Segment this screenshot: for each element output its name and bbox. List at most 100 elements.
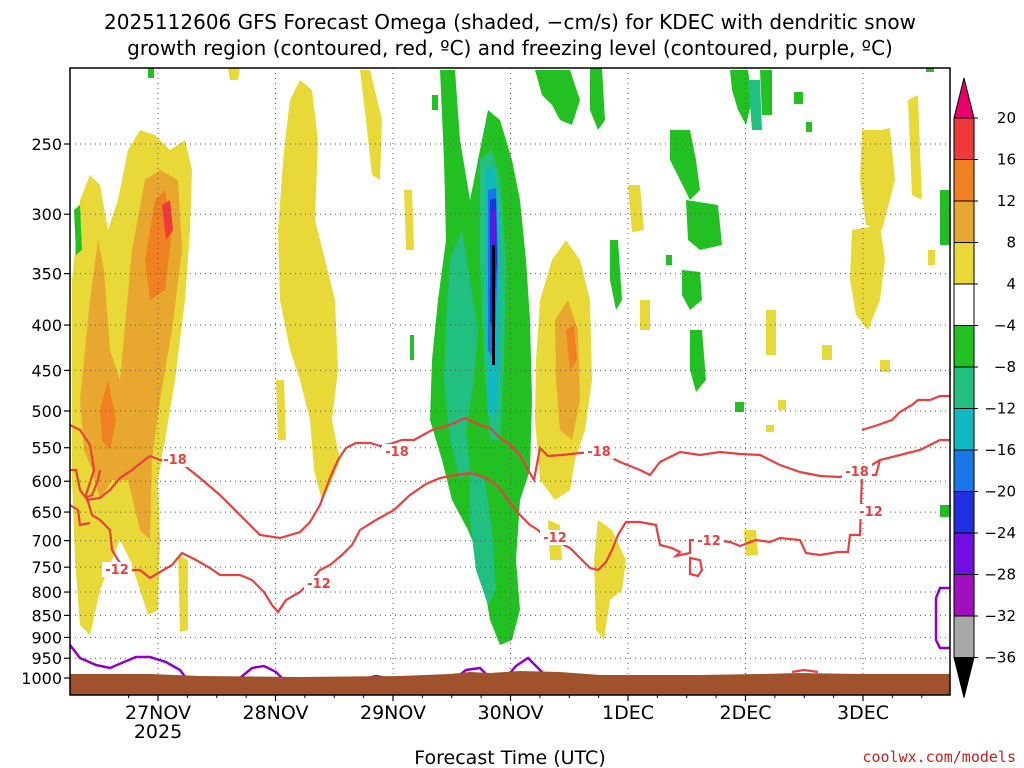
y-tick-label: 600 xyxy=(31,472,62,491)
y-tick-label: 650 xyxy=(31,503,62,522)
colorbar-swatch xyxy=(953,532,975,575)
y-tick-label: 750 xyxy=(31,558,62,577)
contour-label: -12 xyxy=(859,505,883,520)
colorbar-label: −24 xyxy=(984,524,1016,542)
omega-region-teal xyxy=(748,80,762,130)
omega-region-green xyxy=(590,68,605,130)
dgz-contours xyxy=(69,394,950,674)
contour-label: -18 xyxy=(385,445,409,460)
x-tick-label: 1DEC xyxy=(602,702,654,724)
colorbar-label: 16 xyxy=(997,151,1016,169)
x-tick-label: 28NOV xyxy=(242,702,308,724)
freezing-level-contour xyxy=(69,644,187,679)
omega-region-yellow xyxy=(628,185,644,232)
colorbar-label: −28 xyxy=(984,566,1016,584)
colorbar-label: −8 xyxy=(994,358,1016,376)
credit-text: coolwx.com/models xyxy=(862,748,1016,766)
colorbar-swatch xyxy=(953,366,975,409)
freezing-level-contour xyxy=(505,656,547,679)
colorbar-swatch xyxy=(953,449,975,492)
omega-region-dark-orange xyxy=(100,190,172,450)
omega-region-green xyxy=(535,70,580,125)
colorbar-label: 4 xyxy=(1006,275,1016,293)
colorbar-swatch xyxy=(953,615,975,658)
omega-region-yellow xyxy=(850,225,885,330)
dgz-contour xyxy=(791,668,819,674)
colorbar-label: −32 xyxy=(984,607,1016,625)
contour-label: -12 xyxy=(307,577,331,592)
omega-region-yellow xyxy=(594,520,626,640)
omega-region-yellow xyxy=(276,380,286,440)
colorbar-label: −4 xyxy=(994,317,1016,335)
omega-region-yellow xyxy=(640,300,650,330)
contour-labels: -18 -18 -18 -18 -12 -12 -12 -12 -12 xyxy=(102,444,886,592)
omega-region-teal xyxy=(470,470,496,605)
colorbar-label: −16 xyxy=(984,441,1016,459)
x-tick-label: 2DEC xyxy=(720,702,772,724)
colorbar-max-arrow xyxy=(953,77,975,119)
y-tick-label: 550 xyxy=(31,439,62,458)
colorbar-swatch xyxy=(953,491,975,534)
x-tick-label: 27NOV xyxy=(125,702,191,724)
dgz-contour xyxy=(69,424,119,561)
plot-area: -18 -18 -18 -18 -12 -12 -12 -12 -12 xyxy=(69,67,951,696)
colorbar-swatch xyxy=(953,408,975,451)
dgz-contour xyxy=(861,394,950,432)
omega-region-yellow xyxy=(360,70,414,250)
ground-surface xyxy=(70,671,950,695)
colorbar-label: 8 xyxy=(1006,234,1016,252)
omega-region-green xyxy=(682,270,702,310)
x-tick-label: 3DEC xyxy=(837,702,889,724)
y-tick-label: 950 xyxy=(31,649,62,668)
y-tick-label: 450 xyxy=(31,361,62,380)
chart-title-line-1: 2025112606 GFS Forecast Omega (shaded, −… xyxy=(104,10,916,34)
chart-title-line-2: growth region (contoured, red, ºC) and f… xyxy=(127,36,893,60)
colorbar-swatch xyxy=(953,242,975,285)
omega-region-green xyxy=(760,70,812,132)
contour-label: -12 xyxy=(105,563,129,578)
y-tick-label: 700 xyxy=(31,532,62,551)
colorbar-label: −36 xyxy=(984,649,1016,667)
y-tick-label: 900 xyxy=(31,628,62,647)
x-axis-title: Forecast Time (UTC) xyxy=(414,747,605,768)
omega-region-green xyxy=(686,200,722,250)
omega-region-dark-orange xyxy=(566,325,577,370)
colorbar-swatch xyxy=(953,159,975,202)
dgz-contour xyxy=(688,556,704,578)
omega-region-green xyxy=(730,70,752,125)
dgz-contour xyxy=(70,468,102,500)
omega-region-black xyxy=(492,245,495,365)
contour-label: -18 xyxy=(587,445,611,460)
omega-region-yellow xyxy=(278,80,340,500)
colorbar-swatch xyxy=(953,283,975,326)
freezing-level-contour xyxy=(239,664,283,679)
colorbar-label: −12 xyxy=(984,400,1016,418)
omega-region-red xyxy=(162,200,173,240)
colorbar-label: −20 xyxy=(984,483,1016,501)
omega-region-yellow xyxy=(766,310,832,432)
y-tick-label: 400 xyxy=(31,316,62,335)
contour-label: -18 xyxy=(845,465,869,480)
x-tick-label: 29NOV xyxy=(360,702,426,724)
x-axis: 27NOV 28NOV 29NOV 30NOV 1DEC 2DEC 3DEC xyxy=(125,695,923,724)
colorbar-label: 12 xyxy=(997,192,1016,210)
y-tick-label: 1000 xyxy=(21,669,62,688)
omega-region-yellow xyxy=(228,68,240,80)
colorbar-swatch xyxy=(953,325,975,368)
contour-label: -12 xyxy=(697,534,721,549)
omega-region-green xyxy=(670,130,700,200)
dgz-contour xyxy=(85,416,950,540)
colorbar-swatch xyxy=(953,574,975,617)
x-tick-label: 30NOV xyxy=(477,702,543,724)
omega-region-green xyxy=(690,330,706,392)
colorbar-min-arrow xyxy=(953,657,975,698)
y-tick-label: 350 xyxy=(31,265,62,284)
omega-region-teal xyxy=(444,230,478,480)
colorbar-label: 20 xyxy=(997,109,1016,127)
dgz-contour xyxy=(69,504,91,527)
contour-label: -12 xyxy=(543,531,567,546)
contour-label: -18 xyxy=(163,453,187,468)
omega-region-green xyxy=(610,240,622,310)
colorbar-swatch xyxy=(953,200,975,243)
